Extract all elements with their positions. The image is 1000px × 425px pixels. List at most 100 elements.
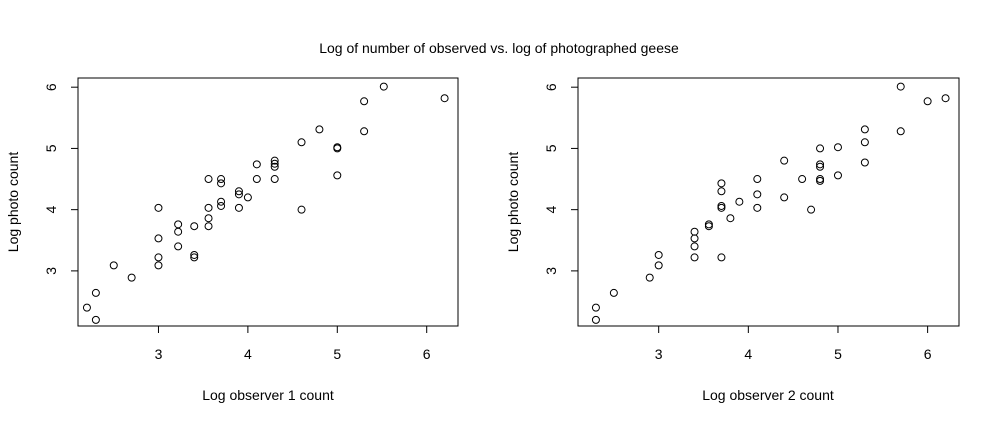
y-tick-label: 6 <box>43 83 59 91</box>
data-point <box>252 175 261 184</box>
data-point <box>154 261 163 270</box>
data-point <box>190 222 199 231</box>
data-point <box>174 242 183 251</box>
data-point <box>360 97 369 106</box>
data-point <box>690 227 699 236</box>
data-point <box>297 138 306 147</box>
data-point <box>91 315 100 324</box>
data-point <box>109 261 118 270</box>
data-point <box>717 253 726 262</box>
data-point <box>798 175 807 184</box>
data-point <box>270 156 279 165</box>
data-point <box>609 288 618 297</box>
data-point <box>654 250 663 259</box>
data-point <box>217 201 226 210</box>
left-scatter-panel: Log observer 1 count Log photo count 3 4 5… <box>5 77 459 403</box>
data-point <box>217 179 226 188</box>
x-axis-label: Log observer 1 count <box>202 387 334 403</box>
x-tick-label: 5 <box>834 346 842 362</box>
data-point <box>645 273 654 282</box>
data-point <box>780 193 789 202</box>
data-points <box>591 82 950 324</box>
x-tick-label: 6 <box>423 346 431 362</box>
data-point <box>190 253 199 262</box>
data-point <box>204 222 213 231</box>
x-axis-label: Log observer 2 count <box>702 387 834 403</box>
data-point <box>833 143 842 152</box>
data-point <box>234 187 243 196</box>
y-tick-label: 4 <box>543 206 559 214</box>
data-point <box>217 197 226 206</box>
data-point <box>690 234 699 243</box>
data-point <box>217 175 226 184</box>
data-point <box>726 214 735 223</box>
data-point <box>252 160 261 169</box>
x-tick-label: 3 <box>155 346 163 362</box>
y-axis-label: Log photo count <box>505 152 521 253</box>
data-point <box>717 187 726 196</box>
data-point <box>91 288 100 297</box>
data-point <box>243 193 252 202</box>
data-point <box>315 125 324 134</box>
y-axis-ticks: 3 4 5 6 <box>43 83 78 275</box>
data-point <box>154 203 163 212</box>
data-point <box>270 175 279 184</box>
x-tick-label: 3 <box>655 346 663 362</box>
y-tick-label: 3 <box>543 267 559 275</box>
y-axis-label: Log photo count <box>5 152 21 253</box>
data-point <box>190 250 199 259</box>
data-point <box>297 205 306 214</box>
y-tick-label: 6 <box>543 83 559 91</box>
data-points <box>82 82 449 324</box>
data-point <box>833 171 842 180</box>
x-tick-label: 6 <box>924 346 932 362</box>
data-point <box>154 234 163 243</box>
data-point <box>234 203 243 212</box>
x-tick-label: 4 <box>244 346 252 362</box>
data-point <box>154 253 163 262</box>
data-point <box>860 138 869 147</box>
y-axis-ticks: 3 4 5 6 <box>543 83 578 275</box>
data-point <box>690 253 699 262</box>
y-tick-label: 3 <box>43 267 59 275</box>
data-point <box>379 82 388 91</box>
y-tick-label: 5 <box>543 144 559 152</box>
data-point <box>941 94 950 103</box>
data-point <box>753 190 762 199</box>
data-point <box>270 159 279 168</box>
y-tick-label: 4 <box>43 206 59 214</box>
data-point <box>816 144 825 153</box>
data-point <box>654 261 663 270</box>
data-point <box>82 303 91 312</box>
data-point <box>204 175 213 184</box>
data-point <box>753 203 762 212</box>
data-point <box>735 197 744 206</box>
data-point <box>860 125 869 134</box>
data-point <box>591 315 600 324</box>
data-point <box>360 127 369 136</box>
data-point <box>591 303 600 312</box>
figure-title: Log of number of observed vs. log of pho… <box>319 40 679 56</box>
data-point <box>333 171 342 180</box>
data-point <box>860 158 869 167</box>
data-point <box>816 160 825 169</box>
data-point <box>174 227 183 236</box>
data-point <box>440 94 449 103</box>
right-scatter-panel: Log observer 2 count Log photo count 3 4 5… <box>505 77 960 403</box>
data-point <box>896 127 905 136</box>
data-point <box>704 222 713 231</box>
data-point <box>807 205 816 214</box>
x-tick-label: 5 <box>333 346 341 362</box>
data-point <box>204 203 213 212</box>
data-point <box>127 273 136 282</box>
data-point <box>816 176 825 185</box>
data-point <box>204 214 213 223</box>
data-point <box>174 220 183 229</box>
data-point <box>333 144 342 153</box>
y-tick-label: 5 <box>43 144 59 152</box>
data-point <box>923 97 932 106</box>
data-point <box>753 175 762 184</box>
data-point <box>717 203 726 212</box>
data-point <box>780 156 789 165</box>
